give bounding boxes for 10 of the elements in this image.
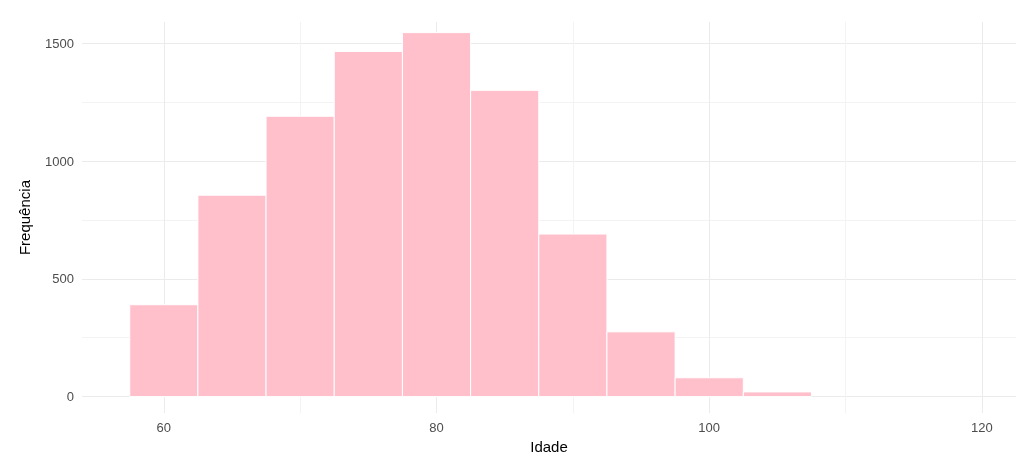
- x-tick-label: 100: [698, 420, 721, 436]
- y-tick-label: 1000: [45, 153, 74, 169]
- y-tick-label: 1500: [45, 35, 74, 51]
- y-tick-label: 0: [66, 389, 74, 405]
- y-axis-title: Frequência: [16, 179, 33, 256]
- x-axis-title: Idade: [530, 438, 568, 455]
- y-tick-label: 500: [52, 271, 74, 287]
- x-tick-label: 120: [971, 420, 993, 436]
- x-tick-label: 80: [429, 420, 444, 436]
- x-tick-label: 60: [156, 420, 172, 436]
